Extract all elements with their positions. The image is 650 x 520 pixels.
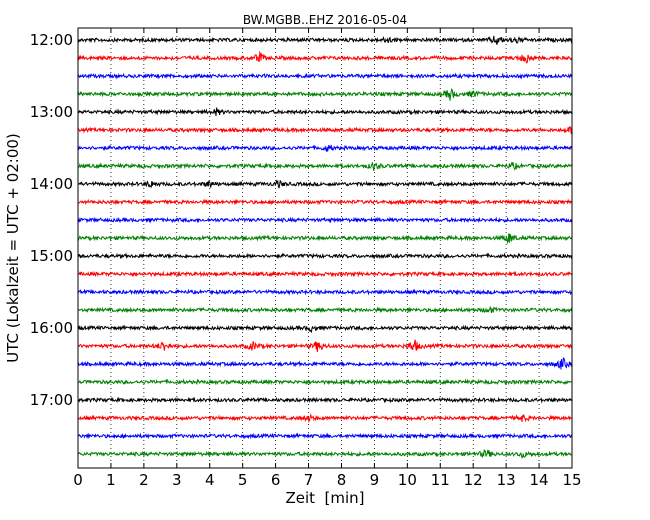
- trace-1245: [77, 87, 573, 101]
- trace-1515: [77, 270, 573, 278]
- y-axis-label: UTC (Lokalzeit = UTC + 02:00): [4, 133, 22, 363]
- x-tick-label: 4: [205, 471, 215, 489]
- x-axis-label: Zeit [min]: [285, 489, 364, 507]
- y-tick-label: 13:00: [30, 103, 73, 121]
- x-axis-ticks: 0 1 2 3 4 5 6 7 8 9 10 11 12 13 14 15: [73, 28, 582, 489]
- trace-1730: [77, 432, 573, 440]
- x-tick-label: 15: [562, 471, 581, 489]
- trace-1230: [77, 72, 573, 80]
- x-tick-label: 10: [398, 471, 417, 489]
- chart-title: BW.MGBB..EHZ 2016-05-04: [243, 13, 407, 27]
- trace-1600: [77, 324, 573, 334]
- trace-1500: [77, 252, 573, 260]
- y-tick-label: 14:00: [30, 175, 73, 193]
- x-tick-label: 7: [304, 471, 314, 489]
- trace-1200: [77, 35, 573, 45]
- trace-1345: [77, 161, 573, 172]
- trace-1330: [77, 144, 573, 153]
- x-tick-label: 2: [139, 471, 149, 489]
- trace-1745: [77, 448, 573, 459]
- plot-area: [78, 28, 572, 468]
- y-tick-label: 12:00: [30, 31, 73, 49]
- x-tick-label: 3: [172, 471, 182, 489]
- seismogram-traces: [77, 35, 573, 459]
- y-tick-label: 15:00: [30, 247, 73, 265]
- x-tick-label: 11: [431, 471, 450, 489]
- y-axis-ticks: 12:00 13:00 14:00 15:00 16:00 17:00: [30, 31, 572, 409]
- trace-1315: [77, 125, 573, 134]
- trace-1715: [77, 413, 573, 424]
- trace-1300: [77, 107, 573, 117]
- x-tick-label: 12: [464, 471, 483, 489]
- trace-1445: [77, 233, 573, 245]
- x-tick-label: 1: [106, 471, 116, 489]
- plot-frame: [77, 27, 573, 469]
- trace-1615: [77, 339, 573, 353]
- x-tick-label: 8: [337, 471, 347, 489]
- trace-1430: [77, 216, 573, 224]
- x-tick-label: 5: [238, 471, 248, 489]
- y-tick-label: 17:00: [30, 391, 73, 409]
- grid-lines: [110, 28, 540, 468]
- trace-1215: [77, 50, 573, 64]
- trace-1700: [77, 396, 573, 404]
- trace-1530: [77, 288, 573, 296]
- x-tick-label: 13: [497, 471, 516, 489]
- trace-1415: [77, 198, 573, 206]
- trace-1400: [77, 179, 573, 189]
- x-tick-label: 14: [530, 471, 549, 489]
- x-tick-label: 6: [271, 471, 281, 489]
- x-tick-label: 9: [370, 471, 380, 489]
- trace-1645: [77, 378, 573, 386]
- trace-1630: [77, 357, 573, 370]
- y-tick-label: 16:00: [30, 319, 73, 337]
- x-tick-label: 0: [73, 471, 83, 489]
- trace-1545: [77, 305, 573, 314]
